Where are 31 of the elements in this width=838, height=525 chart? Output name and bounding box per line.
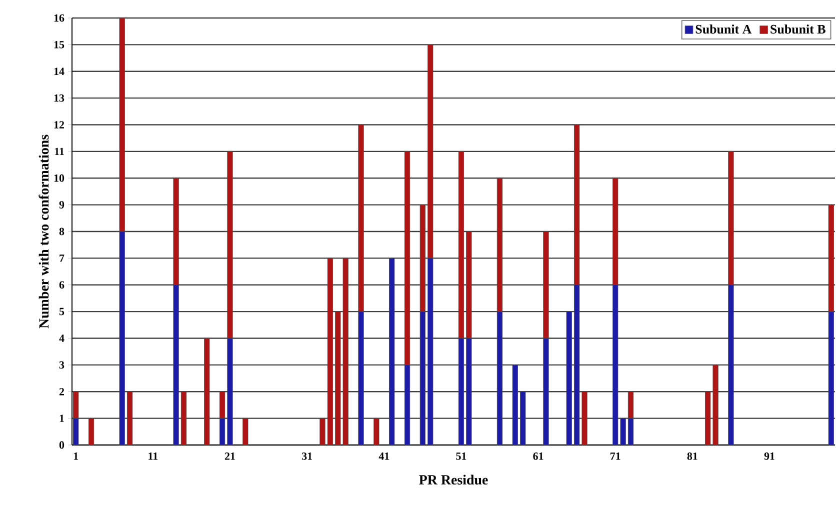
- legend-label: Subunit A: [696, 24, 752, 34]
- y-axis-title: Number with two conformations: [38, 134, 49, 328]
- x-tick-label: 11: [148, 452, 158, 460]
- y-tick-label: 12: [54, 121, 64, 128]
- y-tick-label: 7: [60, 254, 64, 262]
- y-tick-label: 3: [59, 361, 64, 369]
- y-tick-label: 1: [60, 414, 64, 422]
- y-tick-label: 13: [54, 94, 64, 102]
- x-tick-label: 71: [610, 452, 620, 460]
- y-tick-label: 8: [59, 228, 64, 236]
- y-tick-label: 16: [54, 14, 64, 22]
- y-tick-label: 15: [54, 41, 64, 48]
- x-tick-label: 91: [764, 452, 774, 460]
- x-tick-label: 31: [302, 452, 312, 460]
- x-tick-label: 61: [533, 452, 544, 460]
- y-tick-label: 2: [59, 388, 64, 396]
- y-tick-label: 5: [59, 308, 64, 316]
- y-tick-label: 11: [55, 148, 64, 156]
- y-tick-label: 10: [54, 174, 64, 182]
- x-tick-label: 51: [456, 452, 466, 460]
- x-tick-label: 1: [74, 452, 78, 460]
- y-tick-label: 0: [59, 441, 64, 449]
- x-tick-label: 21: [224, 452, 235, 460]
- legend-label: Subunit B: [770, 24, 826, 34]
- y-tick-label: 4: [59, 334, 64, 342]
- x-tick-label: 81: [687, 452, 698, 460]
- y-tick-label: 9: [59, 201, 64, 208]
- y-tick-label: 14: [54, 68, 64, 75]
- x-tick-label: 41: [378, 452, 390, 460]
- y-tick-label: 6: [59, 281, 64, 289]
- x-axis-title: PR Residue: [419, 474, 488, 485]
